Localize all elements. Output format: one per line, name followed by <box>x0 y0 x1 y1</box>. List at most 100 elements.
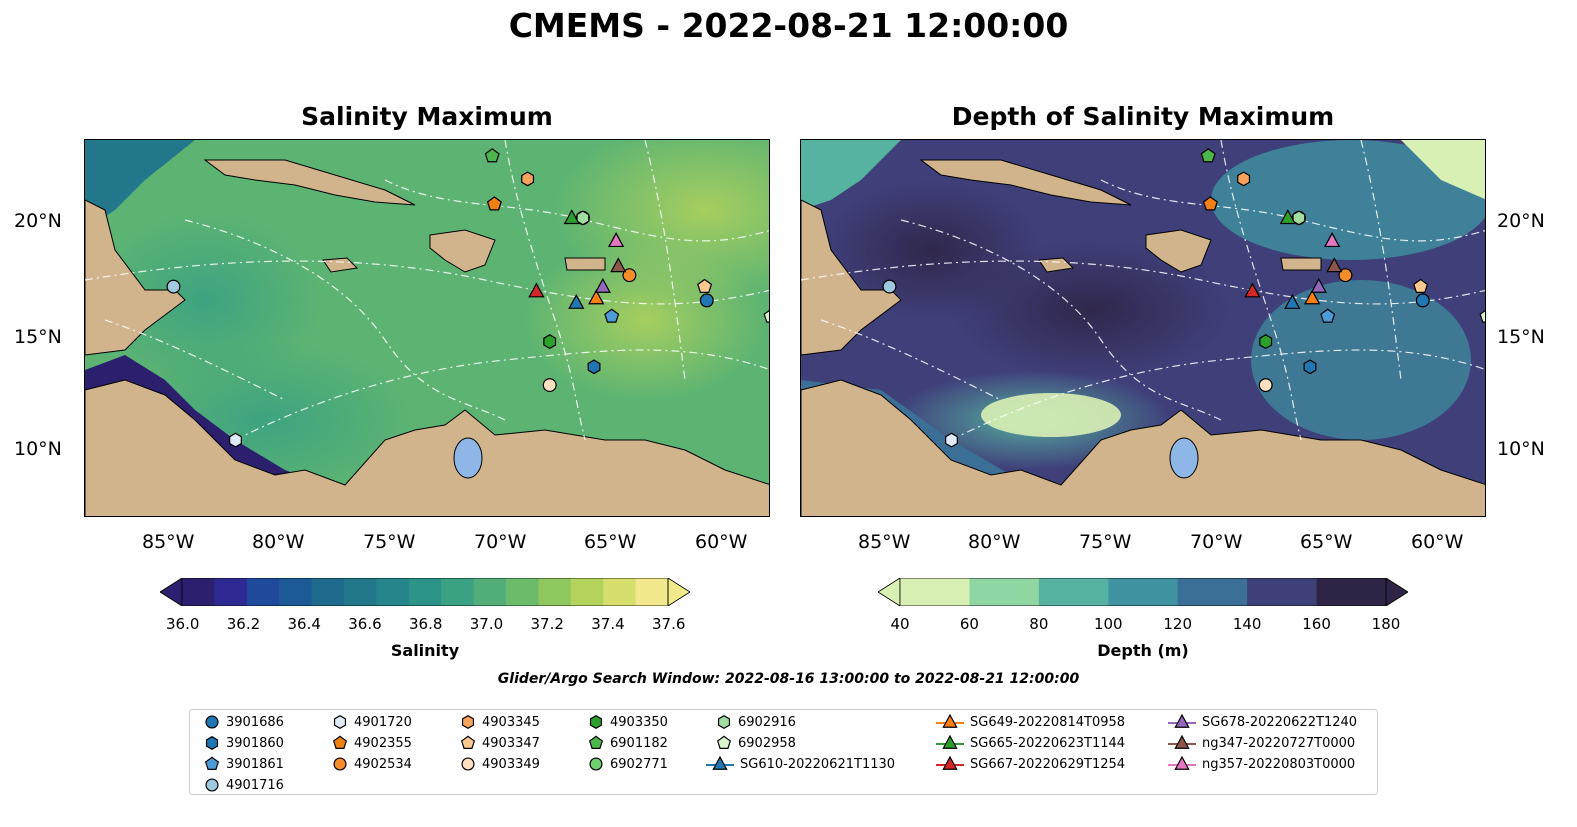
platform-marker-ng357-20220803t0000 <box>1323 232 1341 248</box>
colorbar-extend-low <box>160 578 183 606</box>
legend-label: SG649-20220814T0958 <box>970 714 1126 730</box>
legend-marker-icon <box>588 735 604 749</box>
platform-marker-6902916 <box>1292 210 1306 226</box>
legend-label: 6901182 <box>610 735 668 751</box>
left-panel-title: Salinity Maximum <box>301 102 553 131</box>
lon-label-right-85w: 85°W <box>858 531 911 553</box>
lon-label-right-80w: 80°W <box>968 531 1021 553</box>
platform-marker-3901860 <box>587 359 601 375</box>
legend-item: SG665-20220623T1144 <box>936 733 1125 753</box>
colorbar-swatch <box>214 578 248 606</box>
legend-item: ng347-20220727T0000 <box>1168 733 1355 753</box>
platform-marker-4902355 <box>1202 196 1218 211</box>
legend-label: 6902771 <box>610 756 668 772</box>
colorbar-tick-label: 36.8 <box>409 615 443 633</box>
colorbar-tick-label: 40 <box>890 615 910 633</box>
legend-label: 3901861 <box>226 756 284 772</box>
legend-item: SG649-20220814T0958 <box>936 712 1125 732</box>
lon-label-left-60w: 60°W <box>695 531 748 553</box>
colorbar-swatch <box>506 578 539 606</box>
lat-label-left-15n: 15°N <box>14 326 62 348</box>
lat-label-right-10n: 10°N <box>1497 438 1545 460</box>
colorbar-tick-label: 37.6 <box>652 615 686 633</box>
legend-marker-icon <box>1168 734 1196 749</box>
legend-item: 6902771 <box>588 754 668 774</box>
salinity-map-canvas <box>85 140 769 516</box>
lon-label-left-70w: 70°W <box>474 531 527 553</box>
colorbar-swatch <box>246 578 280 606</box>
colorbar-swatch <box>1316 578 1387 606</box>
legend-item: 3901861 <box>204 754 284 774</box>
legend-marker-icon <box>333 715 347 729</box>
platform-marker-6901182 <box>1200 148 1216 163</box>
colorbar-tick-label: 60 <box>959 615 979 633</box>
platform-marker-6902958 <box>1479 309 1485 323</box>
legend-marker-icon <box>1168 713 1196 728</box>
depth-map <box>800 139 1486 517</box>
lon-label-right-65w: 65°W <box>1300 531 1353 553</box>
colorbar-swatch <box>538 578 572 606</box>
salinity-map <box>84 139 770 517</box>
legend-marker-icon <box>589 757 603 771</box>
legend-marker-icon <box>205 778 219 792</box>
legend-item: SG610-20220621T1130 <box>706 754 895 774</box>
search-window-text: Glider/Argo Search Window: 2022-08-16 13… <box>497 671 1080 687</box>
colorbar-swatch <box>182 578 215 606</box>
legend-item: 4902355 <box>332 733 412 753</box>
colorbar-swatch <box>570 578 604 606</box>
colorbar-tick-label: 80 <box>1029 615 1049 633</box>
legend-item: 6902916 <box>716 712 796 732</box>
platform-marker-3901861 <box>604 308 620 323</box>
colorbar-swatch <box>441 578 475 606</box>
legend-label: ng347-20220727T0000 <box>1202 735 1356 751</box>
colorbar-tick-label: 120 <box>1163 615 1193 633</box>
colorbar-tick-label: 100 <box>1093 615 1123 633</box>
platform-marker-ng347-20220727t0000 <box>610 257 627 273</box>
platform-marker-sg667-20220629t1254 <box>1244 282 1261 298</box>
legend-label: SG667-20220629T1254 <box>970 756 1126 772</box>
legend-label: 4903350 <box>610 714 668 730</box>
lat-label-right-20n: 20°N <box>1497 210 1545 232</box>
colorbar-tick-label: 160 <box>1302 615 1331 633</box>
lon-label-right-60w: 60°W <box>1411 531 1464 553</box>
legend-item: SG678-20220622T1240 <box>1168 712 1357 732</box>
legend-label: SG610-20220621T1130 <box>740 756 896 772</box>
platform-marker-sg678-20220622t1240 <box>1310 277 1327 293</box>
platform-marker-sg649-20220814t0958 <box>1304 289 1321 305</box>
platform-marker-3901686 <box>699 293 714 308</box>
legend-marker-icon <box>706 755 734 770</box>
salinity-colorbar <box>160 578 690 606</box>
lon-label-left-80w: 80°W <box>252 531 305 553</box>
legend-item: SG667-20220629T1254 <box>936 754 1125 774</box>
platform-marker-sg610-20220621t1130 <box>1284 293 1301 309</box>
colorbar-swatch <box>1247 578 1318 606</box>
legend-label: 4901716 <box>226 777 284 793</box>
platform-marker-4903345 <box>521 171 535 187</box>
legend-item: 6901182 <box>588 733 668 753</box>
legend-marker-icon <box>936 755 964 770</box>
colorbar-extend-low <box>878 578 901 606</box>
legend-item: 4901716 <box>204 775 284 795</box>
colorbar-tick-label: 36.6 <box>348 615 382 633</box>
legend-marker-icon <box>205 736 219 750</box>
legend-marker-icon <box>461 715 475 729</box>
legend-label: 4901720 <box>354 714 412 730</box>
lon-label-right-75w: 75°W <box>1079 531 1132 553</box>
legend-label: 4902534 <box>354 756 412 772</box>
legend-item: 4903349 <box>460 754 540 774</box>
legend-label: SG678-20220622T1240 <box>1202 714 1358 730</box>
legend-marker-icon <box>333 757 347 771</box>
platform-marker-6901182 <box>484 148 500 163</box>
depth-map-canvas <box>801 140 1485 516</box>
colorbar-swatch <box>1177 578 1248 606</box>
lat-label-left-10n: 10°N <box>14 438 62 460</box>
colorbar-swatch <box>473 578 507 606</box>
legend-marker-icon <box>204 756 220 770</box>
platform-marker-4902355 <box>486 196 502 211</box>
colorbar-tick-label: 36.2 <box>226 615 261 633</box>
platform-marker-4903345 <box>1237 171 1251 187</box>
legend-item: 4903350 <box>588 712 668 732</box>
legend-item: 4903347 <box>460 733 540 753</box>
legend-label: 4903345 <box>482 714 540 730</box>
colorbar-swatch <box>279 578 313 606</box>
